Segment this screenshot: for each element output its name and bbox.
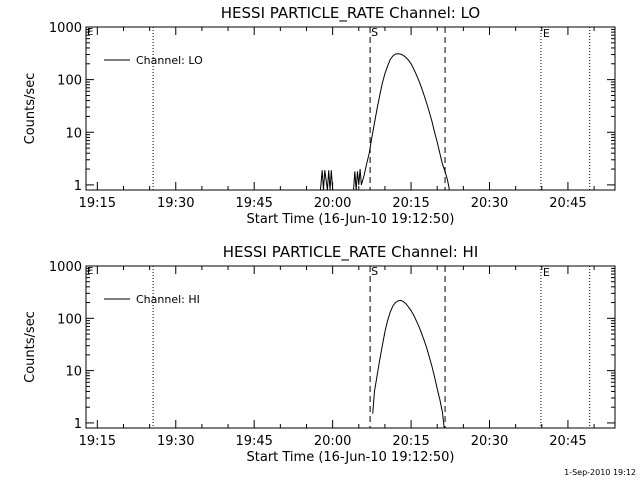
y-tick-label: 100 bbox=[57, 74, 82, 89]
y-axis-label: Counts/sec bbox=[23, 311, 38, 383]
x-tick-label: 20:30 bbox=[471, 196, 508, 211]
chart-panel-2: HESSI PARTICLE_RATE Channel: HI 19:15 19:3… bbox=[23, 243, 616, 465]
marker-label: E bbox=[543, 27, 550, 40]
corner-label: E bbox=[87, 27, 93, 38]
legend-entry: Channel: LO bbox=[136, 54, 203, 67]
x-tick-label: 19:45 bbox=[235, 434, 272, 449]
x-tick-label: 20:45 bbox=[549, 196, 586, 211]
plot-frame bbox=[85, 26, 616, 191]
x-axis-label: Start Time (16-Jun-10 19:12:50) bbox=[247, 450, 455, 465]
y-tick-label: 1 bbox=[74, 179, 82, 194]
plot-frame bbox=[85, 265, 616, 429]
y-tick-label: 1000 bbox=[49, 260, 82, 275]
x-tick-label: 20:15 bbox=[392, 196, 429, 211]
y-tick-label: 1000 bbox=[49, 21, 82, 36]
x-tick-label: 19:30 bbox=[157, 196, 194, 211]
x-tick-label: 20:45 bbox=[549, 434, 586, 449]
x-axis-label: Start Time (16-Jun-10 19:12:50) bbox=[247, 212, 455, 227]
series-line bbox=[372, 299, 445, 429]
x-tick-label: 19:15 bbox=[79, 196, 116, 211]
legend-entry: Channel: HI bbox=[136, 293, 200, 306]
x-tick-label: 19:45 bbox=[235, 196, 272, 211]
y-tick-label: 10 bbox=[65, 365, 82, 380]
y-axis-label: Counts/sec bbox=[23, 73, 38, 145]
x-tick-label: 20:00 bbox=[314, 434, 351, 449]
marker-label: S bbox=[371, 26, 378, 39]
chart-panel-1: HESSI PARTICLE_RATE Channel: LO 19:15 19:3… bbox=[23, 4, 616, 227]
x-tick-label: 20:15 bbox=[392, 434, 429, 449]
footer-timestamp: 1-Sep-2010 19:12 bbox=[564, 468, 636, 477]
y-tick-label: 1 bbox=[74, 417, 82, 432]
corner-label: E bbox=[87, 266, 93, 277]
series-line bbox=[319, 53, 450, 191]
x-tick-label: 19:30 bbox=[157, 434, 194, 449]
y-tick-label: 10 bbox=[65, 126, 82, 141]
marker-label: E bbox=[543, 266, 550, 279]
marker-label: S bbox=[371, 265, 378, 278]
chart-title: HESSI PARTICLE_RATE Channel: HI bbox=[223, 243, 479, 262]
x-tick-label: 20:30 bbox=[471, 434, 508, 449]
x-tick-label: 19:15 bbox=[79, 434, 116, 449]
y-tick-label: 100 bbox=[57, 312, 82, 327]
chart-title: HESSI PARTICLE_RATE Channel: LO bbox=[221, 4, 480, 23]
x-tick-label: 20:00 bbox=[314, 196, 351, 211]
